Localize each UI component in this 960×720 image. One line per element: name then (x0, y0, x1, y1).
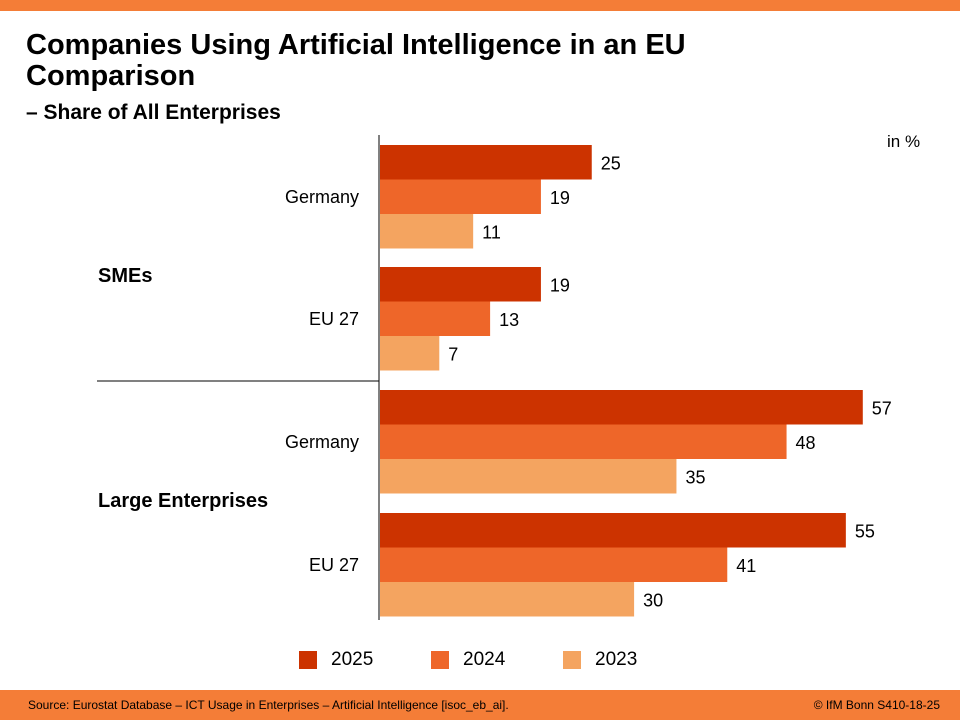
bar-2023 (380, 582, 635, 617)
data-label: 19 (550, 275, 570, 295)
chart-subtitle: – Share of All Enterprises (26, 101, 281, 124)
legend: 2025 2024 2023 (0, 649, 960, 673)
bar-2025 (380, 267, 541, 302)
footer-bar: Source: Eurostat Database – ICT Usage in… (0, 690, 960, 720)
bar-2025 (380, 145, 592, 180)
bar-2023 (380, 336, 440, 371)
unit-label: in % (887, 132, 921, 151)
chart-title: Companies Using Artificial Intelligence … (26, 29, 686, 92)
data-label: 13 (499, 310, 519, 330)
group-label: Large Enterprises (98, 490, 268, 512)
group-label: SMEs (98, 265, 152, 287)
source-note: Source: Eurostat Database – ICT Usage in… (28, 698, 509, 712)
bar-2023 (380, 459, 677, 494)
legend-item-2024: 2024 (431, 649, 505, 671)
bar-chart: SMEs Germany 25 19 11 EU 27 19 13 7 Large Enterpr… (97, 135, 892, 620)
data-label: 19 (550, 188, 570, 208)
legend-item-2023: 2023 (563, 649, 637, 671)
data-label: 55 (855, 521, 875, 541)
bar-2024 (380, 424, 787, 459)
data-label: 57 (872, 398, 892, 418)
legend-swatch (431, 651, 449, 669)
legend-label: 2025 (331, 649, 374, 670)
bar-2024 (380, 179, 541, 214)
legend-swatch (563, 651, 581, 669)
bar-2024 (380, 547, 728, 582)
category-label: EU 27 (309, 309, 359, 329)
bar-2023 (380, 214, 474, 249)
copyright-note: © IfM Bonn S410-18-25 (813, 698, 940, 712)
category-label: EU 27 (309, 555, 359, 575)
top-accent-bar (0, 0, 960, 11)
data-label: 11 (482, 222, 501, 242)
data-label: 48 (796, 433, 816, 453)
bar-2025 (380, 513, 846, 548)
bar-2024 (380, 301, 491, 336)
category-label: Germany (285, 187, 359, 207)
legend-item-2025: 2025 (299, 649, 373, 671)
data-label: 41 (736, 556, 756, 576)
legend-label: 2023 (595, 649, 638, 670)
legend-swatch (299, 651, 317, 669)
data-label: 7 (448, 344, 458, 364)
data-label: 30 (643, 590, 663, 610)
category-label: Germany (285, 432, 359, 452)
data-label: 25 (601, 153, 621, 173)
data-label: 35 (685, 467, 705, 487)
bar-2025 (380, 390, 863, 425)
legend-label: 2024 (463, 649, 506, 670)
